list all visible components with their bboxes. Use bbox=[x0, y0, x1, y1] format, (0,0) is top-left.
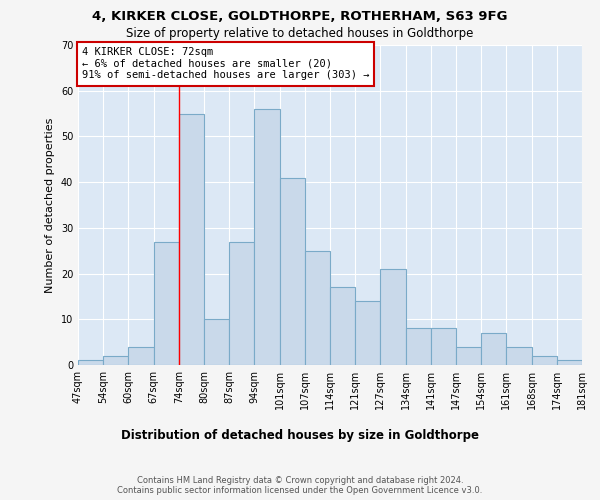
Bar bbox=[128, 346, 154, 365]
Bar bbox=[456, 346, 481, 365]
Text: 4 KIRKER CLOSE: 72sqm
← 6% of detached houses are smaller (20)
91% of semi-detac: 4 KIRKER CLOSE: 72sqm ← 6% of detached h… bbox=[82, 48, 369, 80]
Bar bbox=[154, 242, 179, 365]
Bar bbox=[179, 114, 204, 365]
Bar bbox=[229, 242, 254, 365]
Text: Size of property relative to detached houses in Goldthorpe: Size of property relative to detached ho… bbox=[127, 28, 473, 40]
Bar bbox=[204, 320, 229, 365]
Text: 4, KIRKER CLOSE, GOLDTHORPE, ROTHERHAM, S63 9FG: 4, KIRKER CLOSE, GOLDTHORPE, ROTHERHAM, … bbox=[92, 10, 508, 23]
Bar bbox=[254, 109, 280, 365]
Bar bbox=[431, 328, 456, 365]
Y-axis label: Number of detached properties: Number of detached properties bbox=[45, 118, 55, 292]
Bar bbox=[78, 360, 103, 365]
Text: Contains HM Land Registry data © Crown copyright and database right 2024.
Contai: Contains HM Land Registry data © Crown c… bbox=[118, 476, 482, 495]
Bar bbox=[406, 328, 431, 365]
Bar bbox=[330, 288, 355, 365]
Bar bbox=[532, 356, 557, 365]
Bar bbox=[280, 178, 305, 365]
Bar bbox=[506, 346, 532, 365]
Bar bbox=[380, 269, 406, 365]
Text: Distribution of detached houses by size in Goldthorpe: Distribution of detached houses by size … bbox=[121, 430, 479, 442]
Bar bbox=[103, 356, 128, 365]
Bar bbox=[355, 301, 380, 365]
Bar bbox=[557, 360, 582, 365]
Bar bbox=[481, 333, 506, 365]
Bar bbox=[305, 250, 330, 365]
